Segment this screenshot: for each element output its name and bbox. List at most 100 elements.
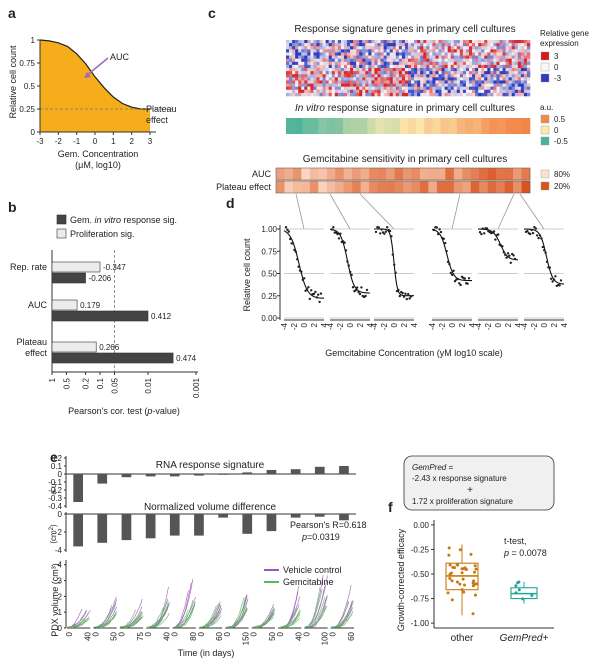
heatmap-cell bbox=[523, 71, 528, 75]
heatmap-cell bbox=[420, 71, 424, 75]
heatmap-cell bbox=[450, 49, 455, 53]
heatmap-cell bbox=[517, 52, 522, 56]
heatmap-cell bbox=[331, 58, 336, 63]
x-tick-label: 50 bbox=[110, 631, 119, 640]
heatmap-cell bbox=[325, 64, 329, 69]
data-point bbox=[505, 256, 508, 259]
heatmap-cell bbox=[328, 71, 333, 75]
x-tick-label: 0 bbox=[118, 631, 127, 636]
growth-curve bbox=[283, 617, 301, 628]
heatmap-cell bbox=[490, 52, 494, 56]
data-point bbox=[294, 250, 297, 253]
heatmap-cell bbox=[465, 46, 470, 50]
heatmap-cell bbox=[435, 64, 439, 69]
heatmap-cell bbox=[392, 64, 397, 69]
heatmap-cell bbox=[444, 77, 448, 81]
heatmap-cell bbox=[313, 86, 317, 91]
data-point bbox=[541, 245, 544, 249]
heatmap-cell bbox=[472, 71, 476, 75]
x-tick-label: 50 bbox=[268, 631, 277, 640]
heatmap-cell bbox=[462, 61, 467, 66]
heatmap-cell bbox=[386, 40, 390, 44]
heatmap-cell bbox=[368, 55, 372, 59]
heatmap-cell bbox=[334, 58, 339, 63]
auc-arrow-icon bbox=[85, 57, 109, 77]
heatmap-cell bbox=[459, 68, 464, 72]
growth-curve bbox=[255, 608, 275, 629]
y-tick-label: -0.3 bbox=[48, 494, 62, 503]
heatmap-cell bbox=[371, 77, 375, 81]
heatmap-cell bbox=[490, 77, 494, 81]
heatmap-cell bbox=[286, 89, 290, 94]
heatmap-cell bbox=[447, 64, 451, 69]
legend-label-proliferation: Proliferation sig. bbox=[70, 229, 135, 239]
category-gempred: GemPred+ bbox=[500, 633, 549, 644]
heatmap-cell bbox=[517, 49, 522, 53]
heatmap-cell bbox=[310, 43, 314, 47]
heatmap-cell bbox=[459, 55, 464, 59]
heatmap-cell bbox=[319, 83, 323, 87]
data-point bbox=[297, 265, 300, 268]
heatmap-cell bbox=[526, 43, 531, 47]
heatmap-cell bbox=[465, 58, 470, 63]
heatmap-cell bbox=[487, 52, 491, 56]
heatmap-cell bbox=[420, 86, 424, 91]
heatmap-cell bbox=[438, 77, 442, 81]
sensitivity-cell bbox=[394, 181, 404, 193]
x-tick-label: 2 bbox=[400, 322, 409, 327]
heatmap-cell bbox=[408, 49, 412, 53]
heatmap-cell bbox=[411, 61, 415, 66]
heatmap-cell bbox=[490, 92, 494, 97]
heatmap-cell bbox=[289, 68, 293, 72]
signature-cell bbox=[302, 118, 311, 134]
heatmap-cell bbox=[414, 40, 418, 44]
expression-heatmap bbox=[286, 40, 531, 97]
panel-a-ticks: 00.250.50.751-3 -2 -1 0 1 2 3 bbox=[19, 36, 152, 146]
growth-curve bbox=[99, 612, 118, 629]
heatmap-cell bbox=[319, 64, 323, 69]
heatmap-cell bbox=[286, 40, 290, 44]
data-point bbox=[531, 231, 535, 235]
heatmap-cell bbox=[429, 80, 433, 84]
heatmap-cell bbox=[472, 74, 476, 78]
data-point bbox=[319, 292, 323, 295]
heatmap-cell bbox=[520, 80, 525, 84]
sensitivity-cell bbox=[309, 168, 319, 180]
fitted-curve bbox=[523, 228, 565, 285]
heatmap-cell bbox=[316, 64, 320, 69]
heatmap-cell bbox=[395, 40, 400, 44]
y-tick-label: 1 bbox=[58, 608, 63, 617]
heatmap-cell bbox=[414, 46, 418, 50]
data-point bbox=[466, 282, 469, 285]
sensitivity-frame bbox=[275, 167, 531, 181]
heatmap-cell bbox=[502, 92, 506, 97]
heatmap-cell bbox=[526, 58, 531, 63]
heatmap-cell bbox=[380, 74, 384, 78]
heatmap-cell bbox=[459, 89, 464, 94]
sensitivity-title: Gemcitabine sensitivity in primary cell … bbox=[303, 154, 508, 165]
heatmap-cell bbox=[496, 64, 500, 69]
heatmap-cell bbox=[359, 61, 363, 66]
heatmap-cell bbox=[469, 92, 473, 97]
heatmap-cell bbox=[447, 89, 451, 94]
y-tick-label: -2 bbox=[55, 528, 63, 537]
heatmap-cell bbox=[377, 83, 381, 87]
heatmap-cell bbox=[456, 46, 461, 50]
heatmap-cell bbox=[514, 46, 519, 50]
rna-bar bbox=[314, 466, 325, 474]
heatmap-cell bbox=[496, 61, 500, 66]
heatmap-cell bbox=[343, 58, 348, 63]
heatmap-cell bbox=[337, 71, 342, 75]
heatmap-cell bbox=[386, 46, 390, 50]
heatmap-cell bbox=[417, 46, 421, 50]
heatmap-cell bbox=[337, 86, 342, 91]
heatmap-cell bbox=[383, 89, 387, 94]
heatmap-cell bbox=[371, 52, 375, 56]
heatmap-cell bbox=[420, 46, 424, 50]
heatmap-cell bbox=[328, 52, 333, 56]
heatmap-cell bbox=[487, 64, 491, 69]
heatmap-cell bbox=[511, 68, 516, 72]
heatmap-cell bbox=[456, 71, 461, 75]
fitted-curve bbox=[431, 229, 472, 282]
heatmap-cell bbox=[347, 46, 351, 50]
